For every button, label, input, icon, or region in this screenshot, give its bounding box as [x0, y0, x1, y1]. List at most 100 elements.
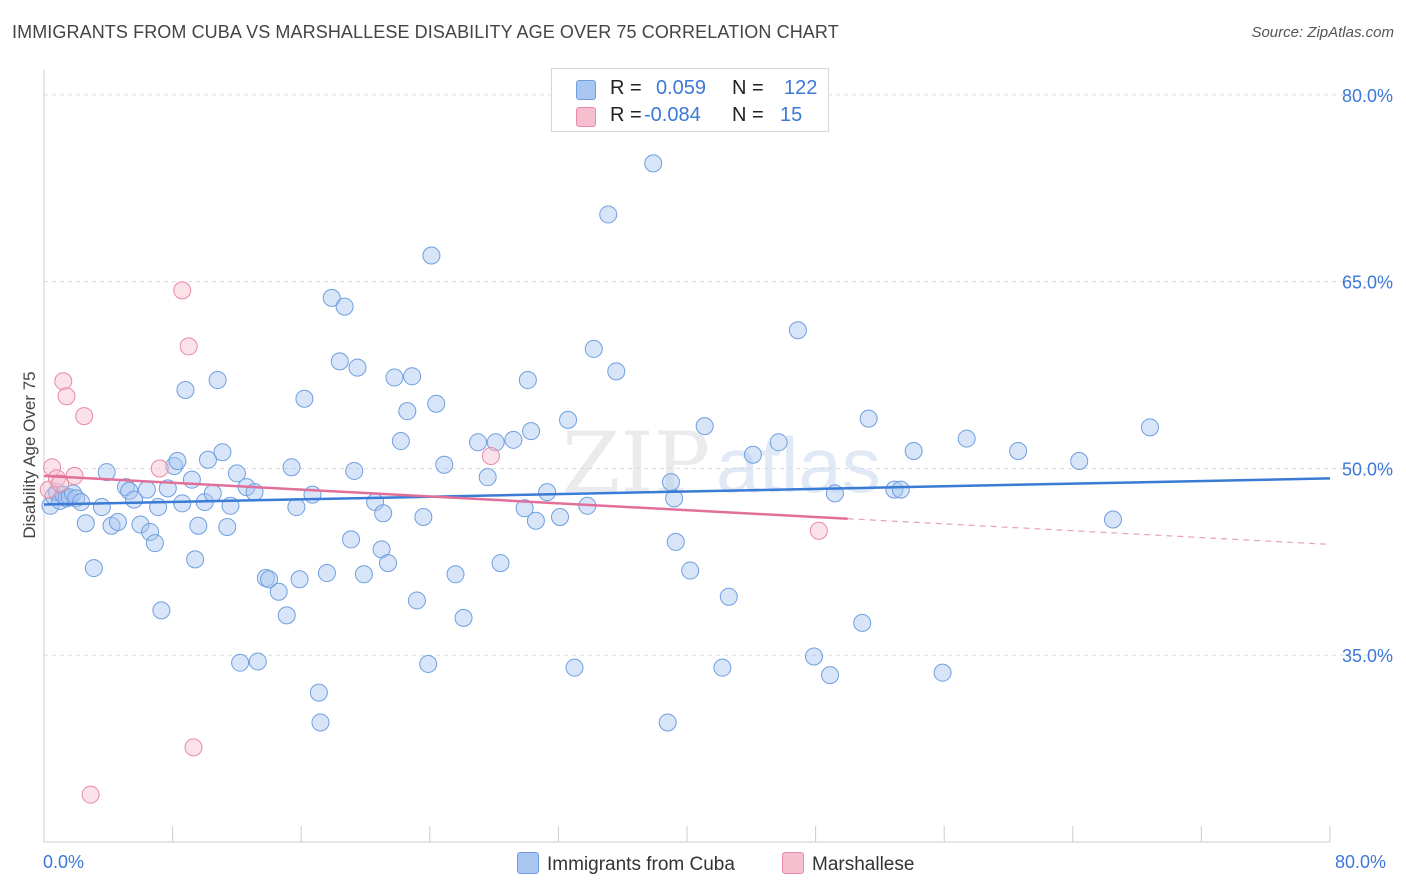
legend-swatch-marshallese: [576, 107, 596, 127]
data-point-cuba: [218, 517, 237, 536]
data-point-cuba: [491, 554, 510, 573]
data-point-cuba: [559, 410, 578, 429]
data-point-cuba: [1070, 451, 1089, 470]
data-point-cuba: [719, 587, 738, 606]
data-point-cuba: [176, 381, 195, 400]
data-point-cuba: [1140, 418, 1159, 437]
data-point-cuba: [681, 561, 700, 580]
data-point-cuba: [131, 515, 150, 534]
data-point-cuba: [227, 464, 246, 483]
data-point-cuba: [713, 658, 732, 677]
data-point-cuba: [198, 450, 217, 469]
data-point-cuba: [311, 713, 330, 732]
data-point-cuba: [203, 484, 222, 503]
data-point-cuba: [695, 417, 714, 436]
data-point-cuba: [658, 713, 677, 732]
trend-lines: [43, 474, 1331, 546]
data-point-cuba: [1009, 442, 1028, 461]
data-point-cuba: [414, 508, 433, 527]
x-tick-label-min: 0.0%: [43, 852, 85, 872]
data-point-cuba: [478, 468, 497, 487]
trend-line-cuba: [43, 477, 1331, 506]
data-point-cuba: [335, 297, 354, 316]
data-point-cuba: [287, 498, 306, 517]
trend-line-marshallese: [43, 474, 848, 520]
data-point-cuba: [486, 433, 505, 452]
data-point-cuba: [565, 658, 584, 677]
data-point-cuba: [427, 394, 446, 413]
data-point-cuba: [168, 451, 187, 470]
data-point-cuba: [644, 154, 663, 173]
bottom-legend-cuba: Immigrants from Cuba: [517, 852, 735, 876]
legend-row-cuba: R = 0.059 N = 122: [552, 74, 828, 102]
chart-title: IMMIGRANTS FROM CUBA VS MARSHALLESE DISA…: [12, 22, 839, 42]
data-point-cuba: [97, 463, 116, 482]
data-point-cuba: [152, 601, 171, 620]
data-point-cuba: [666, 532, 685, 551]
data-point-cuba: [348, 358, 367, 377]
data-point-cuba: [282, 458, 301, 477]
data-point-cuba: [213, 443, 232, 462]
source-label: Source: ZipAtlas.com: [1251, 24, 1394, 41]
data-point-cuba: [248, 652, 267, 671]
data-point-cuba: [885, 480, 904, 499]
data-point-cuba: [379, 554, 398, 573]
data-point-cuba: [71, 493, 90, 512]
data-points: [39, 154, 1159, 804]
data-point-marshallese: [57, 387, 76, 406]
legend-swatch-cuba: [576, 80, 596, 100]
data-point-cuba: [385, 368, 404, 387]
data-point-marshallese: [51, 474, 70, 493]
data-point-cuba: [599, 205, 618, 224]
correlation-legend: R = 0.059 N = 122 R = -0.084 N = 15: [551, 68, 829, 132]
data-point-cuba: [522, 422, 541, 441]
data-point-cuba: [76, 514, 95, 533]
legend-swatch-cuba: [517, 852, 539, 874]
y-tick-label: 50.0%: [1342, 459, 1393, 479]
legend-n-label: N =: [732, 77, 764, 99]
data-point-cuba: [189, 516, 208, 535]
data-point-cuba: [295, 389, 314, 408]
data-point-cuba: [330, 352, 349, 371]
data-point-cuba: [607, 362, 626, 381]
data-point-cuba: [526, 511, 545, 530]
data-point-cuba: [538, 483, 557, 502]
data-point-cuba: [231, 653, 250, 672]
legend-n-value: 15: [780, 104, 803, 126]
data-point-cuba: [769, 433, 788, 452]
trend-line-marshallese-extension: [847, 518, 1331, 546]
data-point-cuba: [141, 522, 160, 541]
watermark-atlas: atlas: [716, 421, 881, 509]
data-point-cuba: [290, 570, 309, 589]
data-point-cuba: [208, 371, 227, 390]
data-point-cuba: [504, 430, 523, 449]
data-point-cuba: [317, 564, 336, 583]
data-point-cuba: [145, 534, 164, 553]
data-point-cuba: [342, 530, 361, 549]
data-point-cuba: [933, 663, 952, 682]
data-point-cuba: [422, 246, 441, 265]
legend-r-value: 0.059: [656, 77, 707, 99]
data-point-marshallese: [150, 459, 169, 478]
data-point-cuba: [435, 455, 454, 474]
data-point-cuba: [309, 683, 328, 702]
data-point-marshallese: [47, 469, 66, 488]
watermark-zip: ZIP: [562, 414, 710, 512]
data-point-cuba: [108, 512, 127, 531]
axes: [43, 70, 1331, 843]
legend-label-cuba: Immigrants from Cuba: [547, 854, 735, 875]
data-point-cuba: [743, 445, 762, 464]
data-point-marshallese: [65, 466, 84, 485]
data-point-cuba: [804, 647, 823, 666]
data-point-cuba: [454, 608, 473, 627]
data-point-marshallese: [54, 372, 73, 391]
y-tick-label: 35.0%: [1342, 646, 1393, 666]
data-point-cuba: [354, 565, 373, 584]
data-point-cuba: [260, 570, 279, 589]
legend-label-marshallese: Marshallese: [812, 854, 915, 875]
data-point-cuba: [398, 402, 417, 421]
data-point-cuba: [821, 666, 840, 685]
data-point-cuba: [374, 504, 393, 523]
legend-r-value: -0.084: [644, 104, 701, 126]
